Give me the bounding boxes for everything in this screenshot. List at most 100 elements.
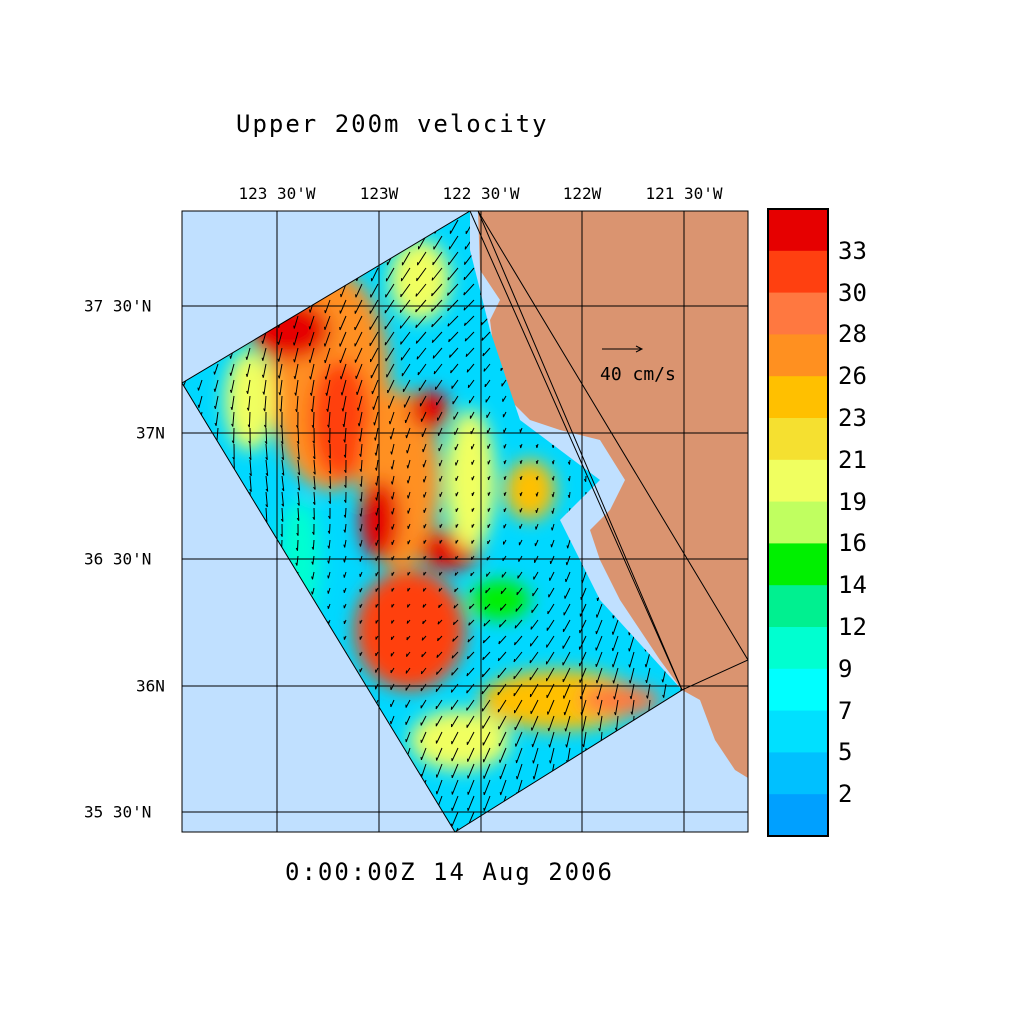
velocity-arrow [534,539,539,547]
velocity-arrow [375,507,379,516]
velocity-arrow [498,715,507,730]
velocity-arrow [312,523,315,535]
velocity-arrow [391,587,395,592]
velocity-arrow [390,475,395,485]
colorbar-label: 23 [838,404,867,432]
velocity-arrow [529,651,539,664]
velocity-arrow [279,395,283,412]
velocity-arrow [563,603,571,616]
velocity-arrow [487,539,491,545]
colorbar-swatch [768,292,828,335]
velocity-arrow [375,635,379,640]
plot-title: Upper 200m velocity [236,110,549,138]
velocity-arrow [513,651,523,663]
velocity-arrow [407,491,411,499]
velocity-arrow [449,219,459,234]
velocity-arrow [231,427,235,444]
colorbar-swatch [768,627,828,670]
velocity-arrow [343,635,347,640]
velocity-arrow [578,651,587,667]
velocity-arrow [547,603,555,615]
velocity-arrow [498,635,507,645]
speed-contour [410,390,450,430]
timestamp: 0:00:00Z 14 Aug 2006 [285,858,614,886]
colorbar-label: 16 [838,529,867,558]
velocity-arrow [471,507,475,512]
velocity-arrow [433,363,443,375]
velocity-arrow [359,507,363,517]
velocity-arrow [565,731,571,748]
velocity-arrow [354,299,363,314]
velocity-arrow [400,347,411,361]
velocity-arrow [470,443,475,450]
velocity-arrow [529,667,539,681]
velocity-arrow [343,603,347,609]
velocity-arrow [455,491,459,497]
velocity-arrow [328,475,332,489]
velocity-arrow [311,539,315,550]
colorbar-label: 26 [838,362,867,391]
velocity-arrow [281,475,285,492]
velocity-arrow [497,699,507,713]
velocity-arrow [422,475,427,483]
velocity-arrow [455,459,459,466]
velocity-arrow [435,683,443,693]
velocity-arrow [229,363,235,376]
velocity-arrow [467,635,475,643]
velocity-arrow [197,379,203,391]
velocity-arrow [613,683,619,700]
velocity-arrow [375,571,379,577]
velocity-arrow [452,395,459,405]
velocity-arrow [519,475,523,481]
velocity-arrow [483,795,491,811]
velocity-arrow [370,347,379,363]
velocity-arrow [611,635,619,652]
velocity-arrow [389,427,395,440]
velocity-arrow [451,715,459,728]
velocity-arrow [447,267,459,281]
velocity-arrow [311,571,315,580]
velocity-arrow [359,459,363,472]
velocity-arrow [401,363,411,377]
velocity-arrow [370,267,379,282]
velocity-arrow [247,411,251,428]
velocity-arrow [567,459,571,465]
velocity-arrow [327,571,331,579]
lat-tick: 36N [136,676,165,696]
velocity-arrow [471,523,475,528]
velocity-arrow [454,443,459,451]
velocity-arrow [463,315,475,327]
velocity-arrow [245,347,251,360]
velocity-arrow [384,331,395,346]
velocity-arrow [356,379,363,395]
velocity-arrow [514,635,523,646]
velocity-arrow [595,619,603,635]
velocity-arrow [327,555,331,564]
velocity-arrow [466,699,475,711]
velocity-arrow [437,411,443,421]
velocity-arrow [501,571,507,578]
velocity-arrow [548,587,555,598]
velocity-arrow [340,283,347,298]
velocity-arrow [416,347,427,360]
velocity-arrow [451,667,459,676]
velocity-arrow [261,347,267,361]
velocity-arrow [451,731,459,745]
colorbar-label: 5 [838,738,853,767]
velocity-arrow [415,283,427,297]
velocity-arrow [355,283,363,298]
velocity-arrow [450,363,459,374]
velocity-arrow [503,475,507,480]
velocity-arrow [564,587,571,599]
velocity-arrow [519,443,523,449]
velocity-arrow [435,731,443,744]
velocity-arrow [467,795,475,811]
velocity-arrow [311,587,315,595]
velocity-arrow [451,795,459,811]
velocity-arrow [246,379,251,394]
speed-contour [480,670,640,730]
speed-contour [355,570,465,690]
velocity-arrow [327,587,331,594]
velocity-arrow [531,731,539,748]
